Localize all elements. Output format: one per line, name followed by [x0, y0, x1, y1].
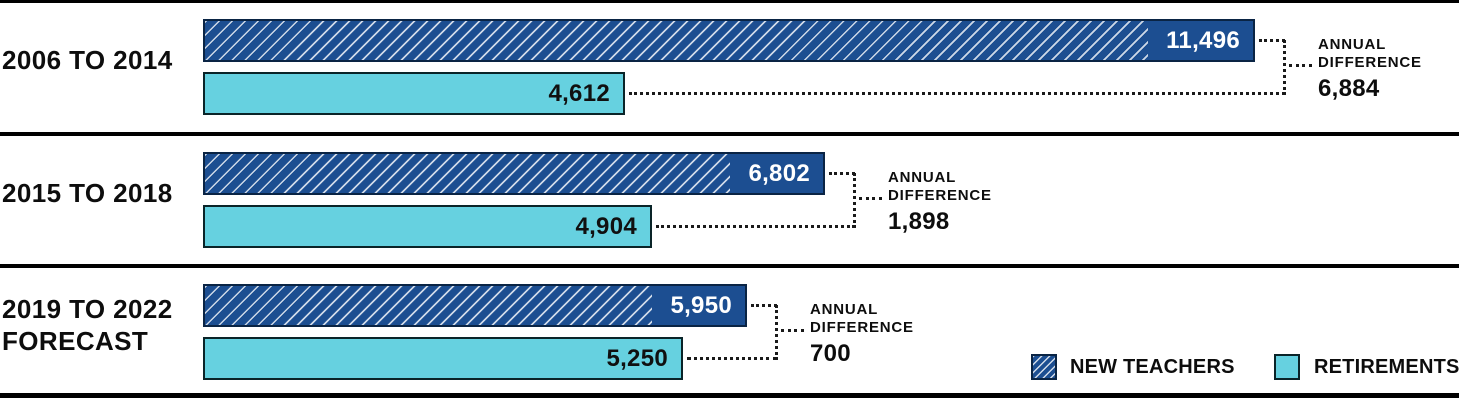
annual-difference-label: ANNUAL DIFFERENCE: [810, 301, 914, 336]
connector-dotted-bottom: [656, 225, 855, 228]
connector-dotted-top: [751, 304, 777, 307]
retirements-swatch-icon: [1274, 354, 1300, 380]
connector-dotted-vertical: [853, 173, 856, 228]
retirements-bar: 5,250: [203, 337, 683, 380]
retirements-value: 4,904: [575, 212, 637, 240]
new-teachers-value: 5,950: [652, 286, 745, 325]
new-teachers-swatch-icon: [1031, 354, 1057, 380]
period-row-2019-2022-forecast: 2019 TO 2022 FORECAST 5,950 5,250 ANNUAL…: [0, 268, 1459, 392]
connector-dotted-bottom: [687, 357, 777, 360]
retirements-value: 5,250: [606, 344, 668, 372]
new-teachers-bar: 5,950: [203, 284, 747, 327]
annual-difference-value: 700: [810, 340, 851, 367]
annual-difference-label: ANNUAL DIFFERENCE: [1318, 36, 1422, 71]
retirements-bar: 4,904: [203, 205, 652, 248]
period-label: 2006 TO 2014: [2, 5, 173, 115]
period-label-line2: FORECAST: [2, 326, 149, 356]
new-teachers-value: 6,802: [730, 154, 823, 193]
period-label-line1: 2019 TO 2022: [2, 293, 173, 324]
connector-dotted-top: [1259, 39, 1285, 42]
legend-label-retirements: RETIREMENTS: [1314, 356, 1459, 378]
top-border-rule: [0, 0, 1459, 3]
connector-dotted-bottom: [629, 92, 1285, 95]
period-label: 2019 TO 2022 FORECAST: [2, 270, 173, 380]
period-label-line1: 2006 TO 2014: [2, 44, 173, 75]
legend-label-new-teachers: NEW TEACHERS: [1070, 356, 1235, 378]
retirements-value: 4,612: [548, 79, 610, 107]
period-label: 2015 TO 2018: [2, 138, 173, 248]
row-divider-rule: [0, 264, 1459, 268]
connector-dotted-vertical: [775, 305, 778, 360]
annual-difference-block: ANNUAL DIFFERENCE 1,898: [888, 169, 1038, 236]
annual-difference-block: ANNUAL DIFFERENCE 6,884: [1318, 36, 1459, 103]
legend: NEW TEACHERS RETIREMENTS: [0, 352, 1459, 382]
row-divider-rule: [0, 132, 1459, 136]
annual-difference-value: 1,898: [888, 208, 950, 235]
connector-dotted-vertical: [1283, 40, 1286, 95]
period-row-2006-2014: 2006 TO 2014 11,496 4,612 ANNUAL DIFFERE…: [0, 3, 1459, 132]
annual-difference-block: ANNUAL DIFFERENCE 700: [810, 301, 960, 368]
bottom-border-rule: [0, 393, 1459, 398]
retirements-bar: 4,612: [203, 72, 625, 115]
period-row-2015-2018: 2015 TO 2018 6,802 4,904 ANNUAL DIFFEREN…: [0, 136, 1459, 264]
connector-dotted-pointer: [1289, 64, 1312, 67]
new-teachers-bar: 11,496: [203, 19, 1255, 62]
annual-difference-value: 6,884: [1318, 75, 1380, 102]
period-label-line1: 2015 TO 2018: [2, 177, 173, 208]
new-teachers-bar: 6,802: [203, 152, 825, 195]
annual-difference-label: ANNUAL DIFFERENCE: [888, 169, 992, 204]
connector-dotted-pointer: [859, 197, 882, 200]
connector-dotted-top: [829, 172, 855, 175]
connector-dotted-pointer: [781, 329, 804, 332]
new-teachers-value: 11,496: [1148, 21, 1253, 60]
